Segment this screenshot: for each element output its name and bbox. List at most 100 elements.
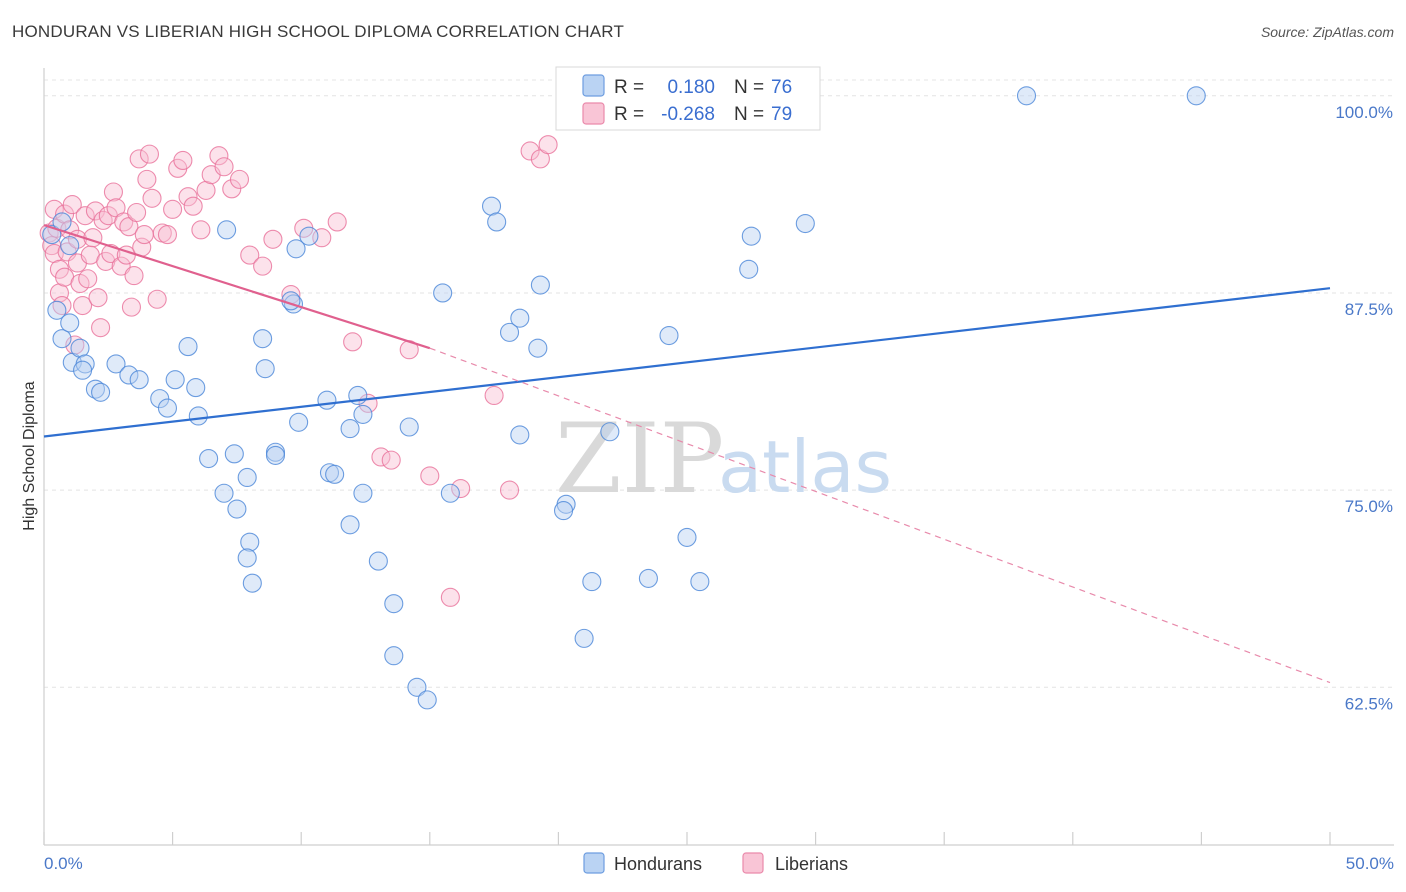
liberian-point xyxy=(137,169,157,189)
liberian-point xyxy=(420,466,440,486)
honduran-point xyxy=(433,283,453,303)
honduran-point xyxy=(384,594,404,614)
honduran-point xyxy=(553,501,574,521)
liberian-point xyxy=(163,199,183,219)
honduran-point xyxy=(119,365,139,385)
honduran-point xyxy=(199,449,219,469)
legend-swatch-hondurans xyxy=(582,74,605,97)
legend-r-label-liberians: R = xyxy=(614,104,644,125)
liberian-point xyxy=(78,269,98,289)
honduran-point xyxy=(289,412,309,432)
hondurans-trend-line xyxy=(43,287,1331,438)
correlation-legend: R = 0.180 N = 76 R = -0.268 N = 79 xyxy=(555,66,821,131)
liberian-point xyxy=(124,266,144,286)
series-swatch-hondurans xyxy=(583,852,605,874)
honduran-point xyxy=(510,425,530,445)
honduran-point xyxy=(224,444,244,464)
honduran-point xyxy=(186,378,206,398)
liberian-point xyxy=(538,135,558,155)
honduran-point xyxy=(60,236,80,256)
honduran-point xyxy=(741,226,761,246)
honduran-point xyxy=(157,398,178,418)
y-axis-title: High School Diploma xyxy=(21,381,38,531)
honduran-point xyxy=(528,338,548,358)
honduran-point xyxy=(384,646,404,666)
honduran-point xyxy=(1186,86,1206,106)
honduran-point xyxy=(240,532,260,552)
honduran-point xyxy=(440,483,460,503)
y-tick-labels: 100.0% 87.5% 75.0% 62.5% xyxy=(1335,103,1393,713)
honduran-point xyxy=(129,370,149,390)
liberian-point xyxy=(103,182,123,202)
honduran-point xyxy=(214,483,234,503)
honduran-point xyxy=(510,308,530,328)
honduran-point xyxy=(227,499,247,519)
liberian-point xyxy=(191,220,211,240)
x-tick-min: 0.0% xyxy=(44,854,83,873)
honduran-point xyxy=(85,379,105,399)
liberians-trend-line xyxy=(43,224,431,350)
honduran-point xyxy=(690,572,710,592)
liberian-point xyxy=(371,447,391,467)
honduran-point xyxy=(237,548,257,568)
x-tick-max: 50.0% xyxy=(1346,854,1394,873)
honduran-point xyxy=(237,467,257,488)
y-tick-label: 62.5% xyxy=(1345,694,1393,713)
series-swatch-liberians xyxy=(742,852,764,874)
honduran-point xyxy=(178,337,198,357)
liberian-point xyxy=(520,141,540,161)
honduran-point xyxy=(487,212,507,232)
liberian-point xyxy=(240,245,260,265)
honduran-point xyxy=(530,275,550,295)
honduran-point xyxy=(52,329,72,349)
honduran-point xyxy=(242,573,262,593)
honduran-point xyxy=(638,568,658,588)
y-tick-label: 75.0% xyxy=(1345,497,1393,516)
honduran-point xyxy=(340,419,360,439)
series-label-liberians: Liberians xyxy=(775,854,848,874)
liberian-point xyxy=(157,225,178,245)
liberian-point xyxy=(73,296,93,316)
honduran-point xyxy=(353,404,373,424)
honduran-point xyxy=(253,329,273,349)
honduran-point xyxy=(600,422,620,442)
liberian-point xyxy=(229,169,250,189)
honduran-point xyxy=(659,325,679,346)
legend-r-label-hondurans: R = xyxy=(614,77,644,98)
honduran-point xyxy=(325,464,345,484)
honduran-point xyxy=(150,389,170,409)
series-legend: Hondurans Liberians xyxy=(583,852,848,874)
honduran-point xyxy=(795,213,815,234)
liberian-point xyxy=(134,225,154,245)
liberian-point xyxy=(111,256,131,276)
honduran-point xyxy=(317,390,337,410)
liberian-point xyxy=(209,146,229,166)
honduran-point xyxy=(407,677,427,697)
honduran-point xyxy=(574,628,594,648)
honduran-point xyxy=(677,527,697,547)
x-axis-ticks xyxy=(43,832,1331,845)
chart-title: HONDURAN VS LIBERIAN HIGH SCHOOL DIPLOMA… xyxy=(12,22,625,41)
liberian-point xyxy=(139,144,160,164)
honduran-point xyxy=(1016,86,1037,106)
legend-n-value-liberians: 79 xyxy=(771,104,792,125)
honduran-point xyxy=(340,515,360,535)
liberian-point xyxy=(85,201,105,221)
honduran-point xyxy=(188,406,208,426)
source-credit: Source: ZipAtlas.com xyxy=(1260,24,1394,40)
honduran-point xyxy=(73,360,93,380)
series-label-hondurans: Hondurans xyxy=(614,854,702,874)
gridlines xyxy=(44,79,1394,688)
honduran-point xyxy=(47,300,67,320)
honduran-point xyxy=(60,313,80,333)
honduran-point xyxy=(417,690,437,710)
honduran-point xyxy=(582,572,602,592)
hondurans-points xyxy=(42,86,1206,710)
liberian-point xyxy=(222,179,242,199)
honduran-point xyxy=(399,417,419,437)
liberian-point xyxy=(142,188,162,208)
liberian-point xyxy=(91,318,111,338)
liberian-point xyxy=(484,385,504,406)
liberian-point xyxy=(88,288,108,308)
honduran-point xyxy=(165,370,185,390)
